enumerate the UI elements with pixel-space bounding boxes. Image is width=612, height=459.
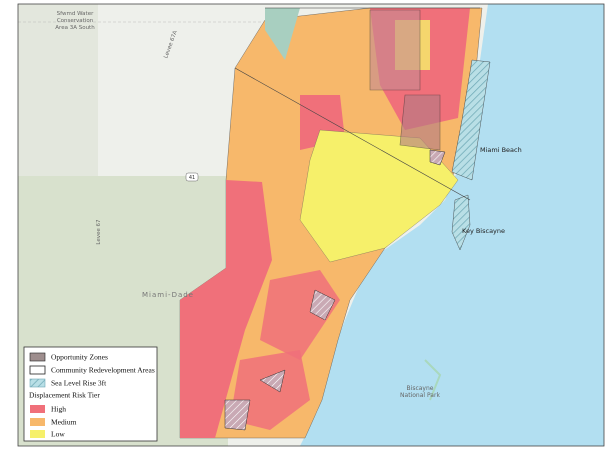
- place-label: Conservation: [57, 18, 94, 24]
- legend-label: Medium: [51, 418, 77, 427]
- legend: Opportunity Zones Community Redevelopmen…: [23, 346, 158, 442]
- place-label: Area 3A South: [55, 25, 95, 31]
- place-label: Biscayne: [407, 385, 434, 392]
- legend-title: Displacement Risk Tier: [29, 391, 100, 400]
- legend-label: Sea Level Rise 3ft: [51, 379, 107, 388]
- legend-label: High: [51, 405, 66, 414]
- place-label: National Park: [400, 392, 440, 399]
- map: [18, 4, 604, 446]
- place-label: Sfwmd Water: [57, 11, 94, 17]
- place-label: Key Biscayne: [462, 227, 505, 235]
- place-label: Miami Beach: [480, 146, 522, 154]
- levee-label: Levee 67: [96, 219, 102, 245]
- county-label: Miami-Dade: [142, 291, 194, 299]
- legend-label: Community Redevelopment Areas: [51, 366, 155, 375]
- legend-label: Low: [51, 430, 65, 439]
- legend-label: Opportunity Zones: [51, 353, 108, 362]
- highway-label: 41: [189, 175, 195, 181]
